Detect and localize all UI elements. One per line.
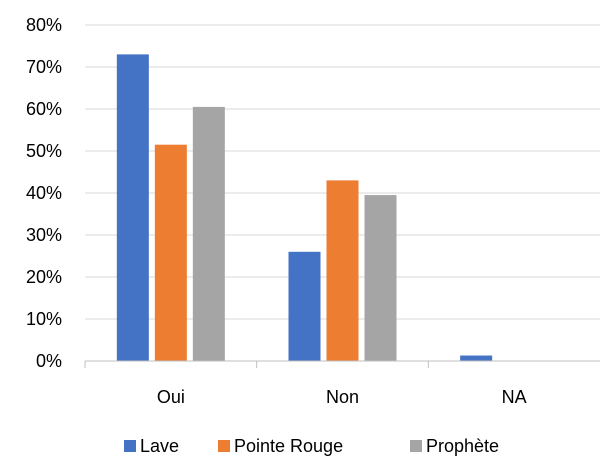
x-category-label: Non bbox=[326, 387, 359, 407]
legend-label: Pointe Rouge bbox=[234, 436, 343, 456]
y-tick-label: 80% bbox=[26, 15, 62, 35]
y-tick-label: 70% bbox=[26, 57, 62, 77]
bar bbox=[326, 180, 359, 361]
legend-label: Prophète bbox=[426, 436, 499, 456]
x-axis: Oui Non NA bbox=[84, 360, 600, 407]
bar bbox=[116, 54, 149, 362]
bar bbox=[288, 251, 321, 361]
legend-swatch bbox=[124, 440, 136, 452]
bar bbox=[154, 144, 187, 361]
y-tick-label: 10% bbox=[26, 309, 62, 329]
bar bbox=[364, 195, 397, 361]
y-tick-label: 20% bbox=[26, 267, 62, 287]
y-tick-label: 0% bbox=[36, 351, 62, 371]
bars bbox=[116, 54, 493, 362]
legend-label: Lave bbox=[140, 436, 179, 456]
y-tick-label: 30% bbox=[26, 225, 62, 245]
bar bbox=[460, 355, 493, 361]
y-tick-label: 60% bbox=[26, 99, 62, 119]
x-category-label: NA bbox=[502, 387, 527, 407]
y-axis-ticks: 0% 10% 20% 30% 40% 50% 60% 70% 80% bbox=[26, 15, 62, 371]
x-category-label: Oui bbox=[157, 387, 185, 407]
legend-swatch bbox=[410, 440, 422, 452]
bar bbox=[192, 106, 225, 362]
legend: Lave Pointe Rouge Prophète bbox=[124, 436, 499, 456]
y-tick-label: 50% bbox=[26, 141, 62, 161]
legend-swatch bbox=[218, 440, 230, 452]
y-tick-label: 40% bbox=[26, 183, 62, 203]
